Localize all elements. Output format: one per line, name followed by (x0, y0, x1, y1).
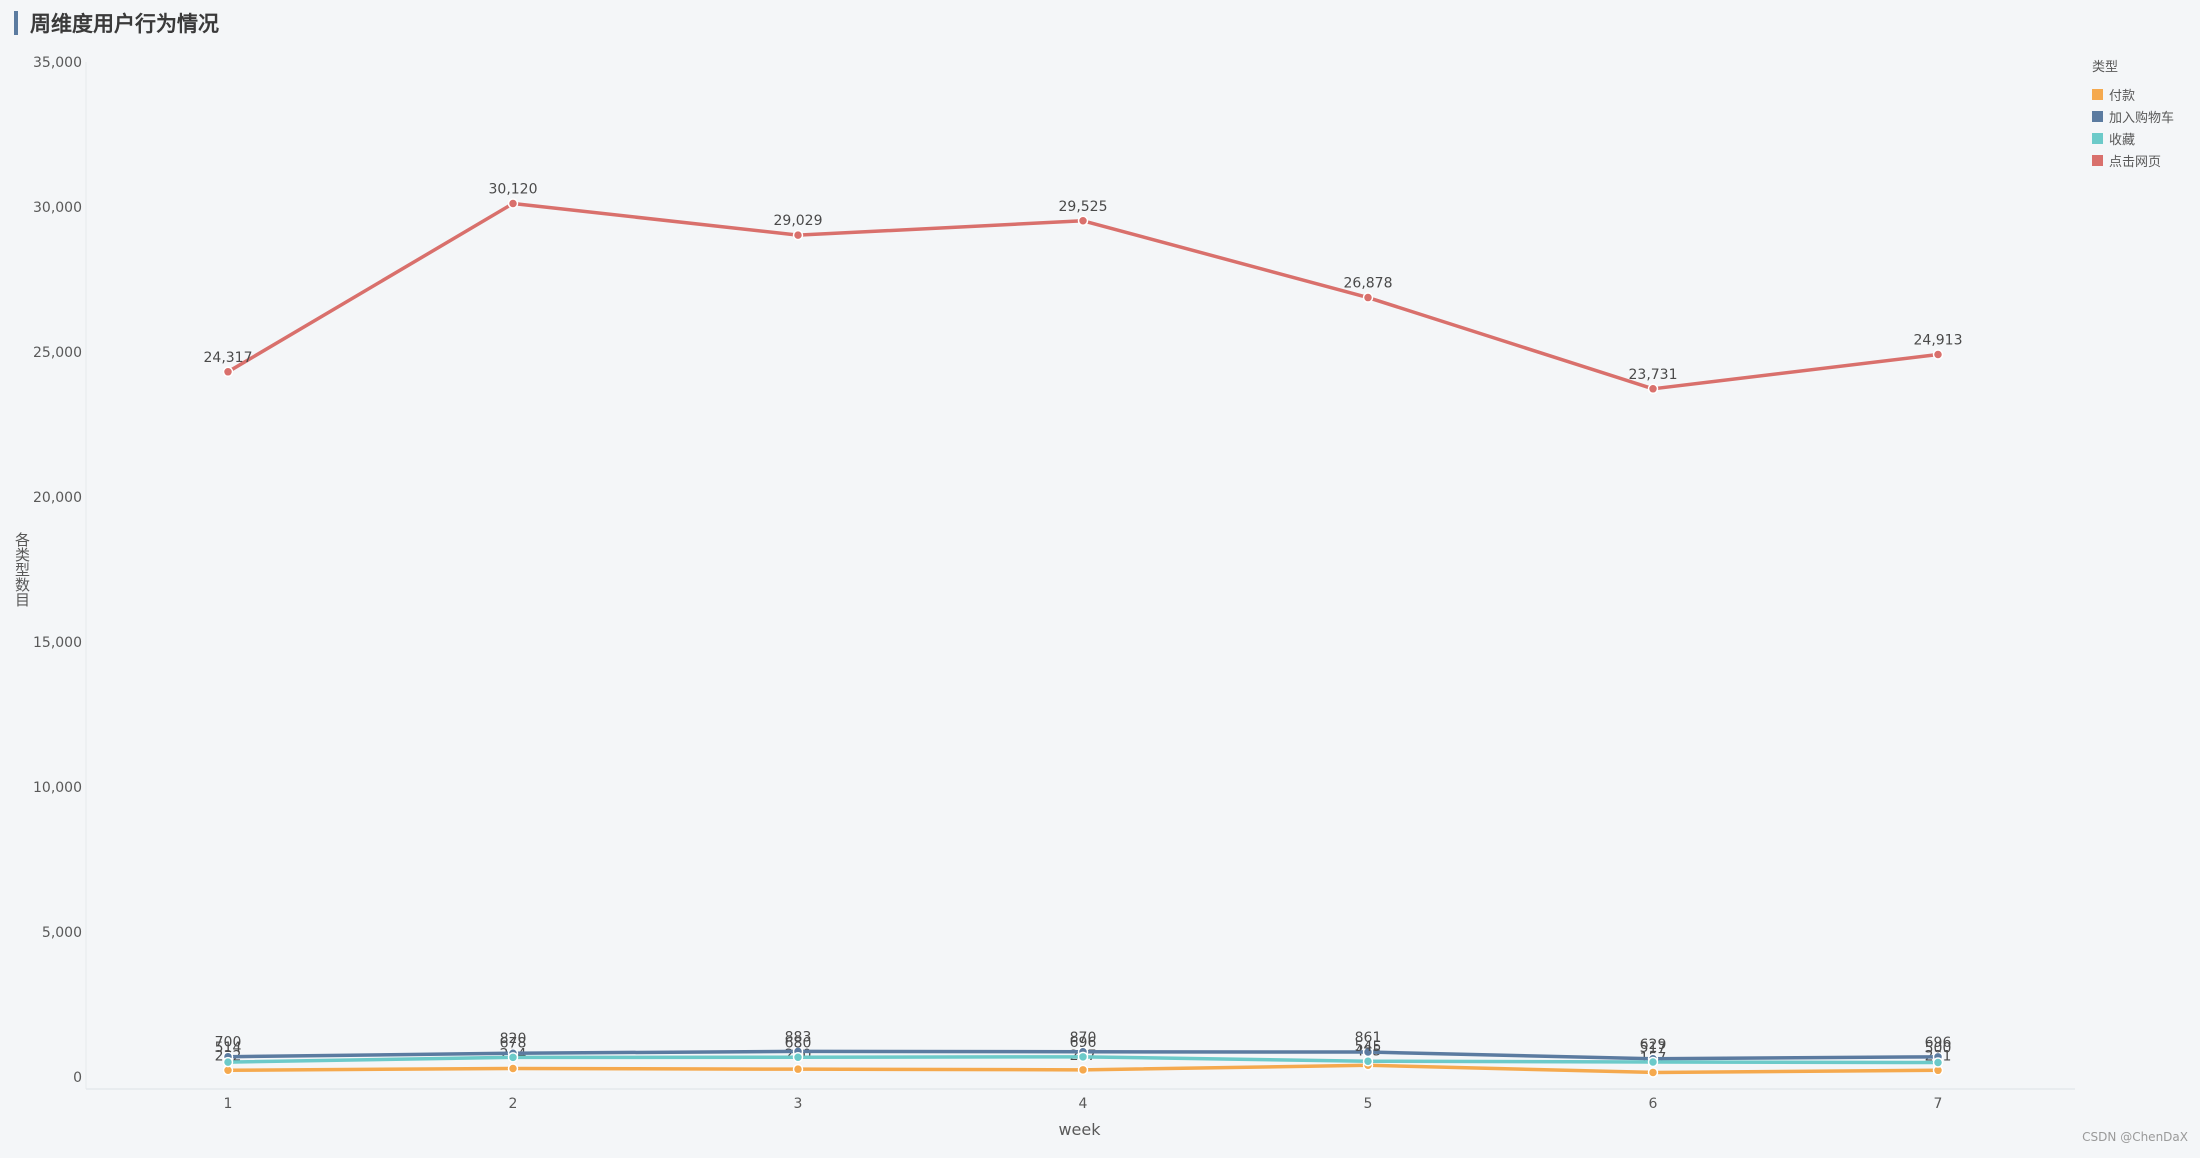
y-tick-label: 20,000 (33, 490, 82, 506)
y-tick-label: 0 (73, 1070, 82, 1086)
legend-title: 类型 (2092, 60, 2119, 75)
data-label: 29,029 (774, 213, 823, 229)
legend-item[interactable]: 收藏 (2092, 127, 2174, 149)
x-tick-label: 5 (1364, 1096, 1373, 1112)
data-label: 680 (785, 1035, 812, 1051)
data-label: 870 (1070, 1030, 1097, 1046)
legend-label: 点击网页 (2109, 154, 2162, 170)
data-label: 696 (1070, 1035, 1097, 1051)
series-layer: 2322942702474051572317008208838708616296… (204, 182, 1963, 1078)
data-label: 26,878 (1344, 276, 1393, 292)
data-label: 861 (1355, 1030, 1382, 1046)
x-tick-label: 6 (1649, 1096, 1658, 1112)
data-label: 30,120 (489, 182, 538, 198)
legend-item[interactable]: 加入购物车 (2092, 105, 2174, 127)
chart-title: 周维度用户行为情况 (30, 12, 219, 36)
data-label: 700 (215, 1035, 242, 1051)
data-point (222, 366, 234, 378)
data-label: 517 (1640, 1040, 1667, 1056)
legend-label: 收藏 (2109, 132, 2136, 148)
legend-swatch (2092, 88, 2103, 100)
data-point (1647, 1067, 1659, 1078)
x-tick-label: 3 (794, 1096, 803, 1112)
data-label: 500 (1925, 1041, 1952, 1057)
data-label: 514 (215, 1040, 242, 1056)
x-tick-label: 2 (509, 1096, 518, 1112)
y-tick-label: 5,000 (42, 925, 82, 941)
legend-swatch (2092, 154, 2103, 166)
y-axis-ticks: 0 5,000 10,000 15,000 20,000 25,000 30,000 35,0… (33, 55, 82, 1086)
data-point (792, 229, 804, 241)
data-point (1647, 1056, 1659, 1068)
data-point (1932, 1057, 1944, 1068)
series-line-点击网页 (227, 201, 1939, 391)
data-label: 629 (1640, 1037, 1667, 1053)
data-point (1077, 215, 1089, 227)
data-point (1362, 292, 1374, 303)
data-label: 29,525 (1059, 199, 1108, 215)
x-axis-ticks: 1 2 3 4 5 6 7 (224, 1096, 1943, 1112)
data-point (507, 198, 519, 209)
data-label: 883 (785, 1029, 812, 1045)
data-point (1362, 1055, 1374, 1067)
data-point (792, 1063, 804, 1075)
legend-item[interactable]: 付款 (2092, 83, 2174, 105)
data-label: 820 (500, 1031, 527, 1047)
data-point (222, 1056, 234, 1068)
legend-swatch (2092, 132, 2103, 144)
y-tick-label: 30,000 (33, 200, 82, 216)
legend-label: 加入购物车 (2109, 110, 2175, 126)
data-label: 24,317 (204, 350, 253, 366)
watermark: CSDN @ChenDaX (2082, 1130, 2188, 1144)
x-tick-label: 7 (1934, 1096, 1943, 1112)
y-tick-label: 35,000 (33, 55, 82, 71)
data-point (1932, 349, 1944, 360)
title-accent-bar (14, 11, 18, 35)
legend-swatch (2092, 110, 2103, 122)
data-point (1077, 1064, 1089, 1076)
legend-item[interactable]: 点击网页 (2092, 149, 2174, 171)
x-tick-label: 1 (224, 1096, 233, 1112)
legend-label: 付款 (2109, 88, 2136, 104)
data-point (1077, 1051, 1089, 1063)
data-label: 696 (1925, 1035, 1952, 1051)
data-label: 24,913 (1914, 333, 1963, 349)
legend: 类型 付款加入购物车收藏点击网页 (2092, 56, 2174, 171)
data-point (507, 1052, 519, 1063)
data-point (507, 1063, 519, 1074)
data-label: 678 (500, 1035, 527, 1051)
data-point (1647, 383, 1659, 395)
y-axis-label: 各类型数目 (13, 532, 31, 607)
data-point (792, 1052, 804, 1063)
y-tick-label: 10,000 (33, 780, 82, 796)
x-tick-label: 4 (1079, 1096, 1088, 1112)
data-label: 545 (1355, 1039, 1382, 1055)
y-tick-label: 25,000 (33, 345, 82, 361)
data-label: 23,731 (1629, 367, 1678, 383)
legend-items: 付款加入购物车收藏点击网页 (2092, 83, 2174, 171)
x-axis-label: week (1058, 1120, 1101, 1139)
y-tick-label: 15,000 (33, 635, 82, 651)
